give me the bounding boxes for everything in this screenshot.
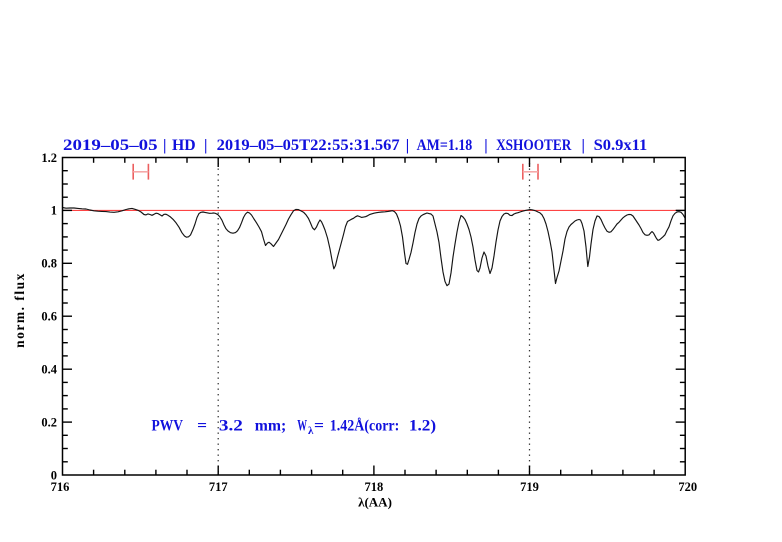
svg-text:1: 1 [51, 204, 57, 218]
svg-text:0.4: 0.4 [41, 363, 57, 377]
svg-text:718: 718 [365, 480, 384, 494]
svg-text:0.2: 0.2 [41, 415, 57, 429]
svg-text:PWV=3.2mm;Wλ=1.42Å(corr:1.2): PWV = 3.2 mm; Wλ= 1.42Å(corr: 1.2) [152, 418, 437, 438]
svg-text:0.6: 0.6 [41, 310, 57, 324]
svg-text:719: 719 [520, 480, 539, 494]
svg-text:716: 716 [51, 480, 70, 494]
svg-text:norm. flux: norm. flux [12, 272, 27, 348]
svg-text:720: 720 [678, 480, 697, 494]
svg-text:0: 0 [51, 468, 57, 482]
svg-text:0.8: 0.8 [41, 257, 57, 271]
svg-text:717: 717 [209, 480, 228, 494]
svg-text:2019–05–05|HD|2019–05–05T22:55: 2019–05–05 | HD | 2019–05–05T22:55:31.567 | AM… [63, 137, 647, 154]
svg-text:λ(AA): λ(AA) [358, 495, 392, 510]
svg-text:1.2: 1.2 [41, 151, 57, 165]
